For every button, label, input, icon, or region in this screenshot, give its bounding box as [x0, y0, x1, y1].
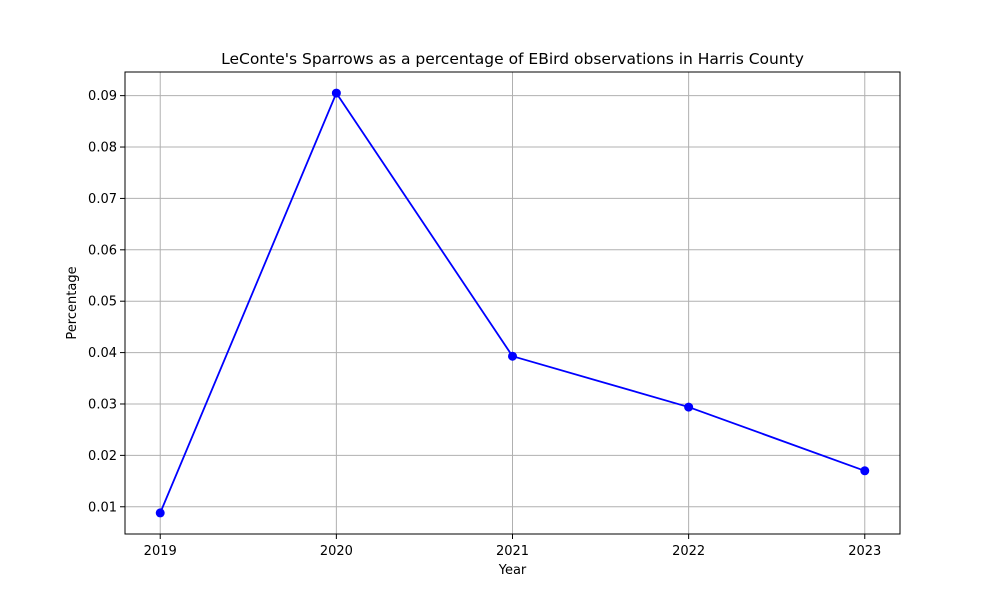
y-tick-label: 0.06 [88, 243, 117, 258]
y-axis: 0.01 0.02 0.03 0.04 0.05 0.06 0.07 0.08 0.09 [88, 89, 125, 515]
x-tick-label: 2022 [672, 544, 705, 559]
chart-title: LeConte's Sparrows as a percentage of EB… [221, 50, 804, 68]
y-tick-label: 0.08 [88, 141, 117, 156]
data-point [155, 508, 165, 518]
data-point [860, 466, 870, 476]
y-tick-label: 0.09 [88, 89, 117, 104]
x-tick-label: 2020 [320, 544, 353, 559]
data-point [331, 88, 341, 98]
x-tick-label: 2019 [144, 544, 177, 559]
y-tick-label: 0.07 [88, 192, 117, 207]
series-layer [155, 88, 870, 518]
data-point [508, 351, 517, 361]
x-axis-label: Year [498, 563, 527, 578]
x-axis: 2019 2020 2021 2022 2023 [144, 534, 881, 559]
data-point [684, 402, 694, 412]
y-tick-label: 0.02 [88, 449, 117, 464]
grid [125, 72, 900, 534]
y-tick-label: 0.04 [88, 346, 117, 361]
y-tick-label: 0.01 [88, 500, 117, 515]
y-axis-label: Percentage [65, 266, 80, 339]
y-tick-label: 0.03 [88, 397, 117, 412]
x-tick-label: 2023 [848, 544, 881, 559]
y-tick-label: 0.05 [88, 295, 117, 310]
x-tick-label: 2021 [496, 544, 529, 559]
